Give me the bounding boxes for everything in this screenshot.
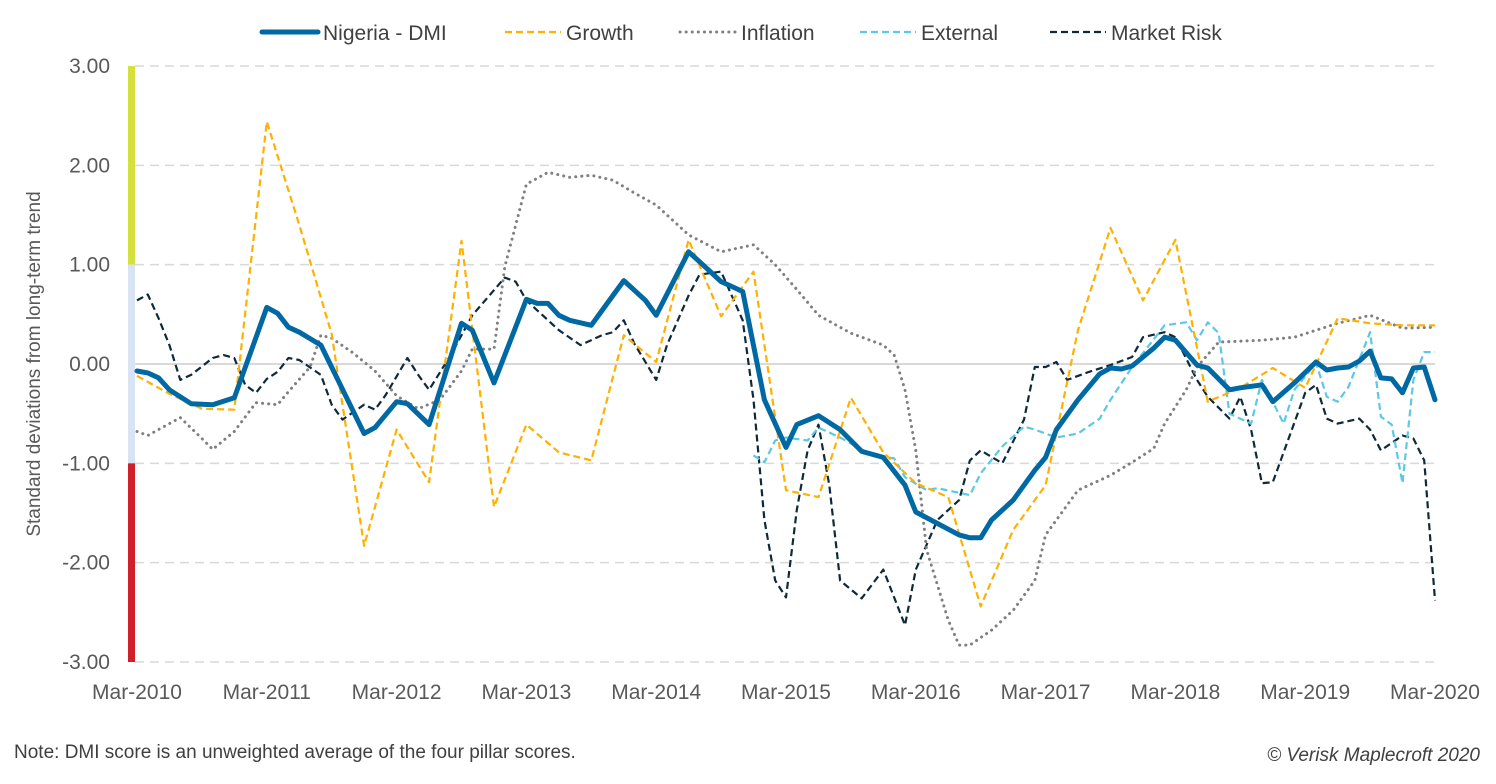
series-line-inflation — [135, 170, 1437, 647]
x-tick-label: Mar-2010 — [92, 681, 182, 704]
series-line-external — [752, 321, 1435, 497]
x-tick-label: Mar-2015 — [741, 681, 831, 704]
risk-band-2 — [128, 463, 135, 662]
x-tick-label: Mar-2019 — [1260, 681, 1350, 704]
legend-label: External — [921, 22, 998, 45]
footnote: Note: DMI score is an unweighted average… — [14, 742, 576, 763]
series-line-market-risk — [136, 270, 1437, 627]
legend-item: Nigeria - DMI — [259, 22, 447, 45]
legend-item: External — [860, 22, 998, 45]
series-line-nigeria-dmi — [134, 249, 1438, 541]
x-tick-label: Mar-2020 — [1390, 681, 1480, 704]
legend-item: Market Risk — [1050, 22, 1222, 45]
y-tick-label: 3.00 — [69, 55, 110, 78]
y-tick-label: -1.00 — [62, 452, 110, 475]
x-tick-label: Mar-2014 — [611, 681, 701, 704]
y-tick-label: 2.00 — [69, 154, 110, 177]
legend-label: Growth — [566, 22, 634, 45]
series-lines — [134, 120, 1438, 647]
x-tick-label: Mar-2012 — [352, 681, 442, 704]
legend-label: Nigeria - DMI — [323, 22, 447, 45]
legend-label: Inflation — [741, 22, 815, 45]
risk-band-1 — [128, 264, 135, 464]
y-axis-ticks: 3.00 2.00 1.00 0.00 -1.00 -2.00 -3.00 — [62, 55, 110, 674]
legend-item: Growth — [505, 22, 634, 45]
x-tick-label: Mar-2017 — [1001, 681, 1091, 704]
risk-band-0 — [128, 66, 135, 265]
legend: Nigeria - DMI Growth Inflation External Mark… — [259, 22, 1222, 45]
y-tick-label: 0.00 — [69, 353, 110, 376]
x-axis-ticks: Mar-2010 Mar-2011 Mar-2012 Mar-2013 Mar-2014… — [92, 681, 1480, 704]
x-tick-label: Mar-2013 — [481, 681, 571, 704]
x-tick-label: Mar-2018 — [1130, 681, 1220, 704]
legend-item: Inflation — [678, 22, 815, 45]
copyright: © Verisk Maplecroft 2020 — [1267, 745, 1480, 766]
x-tick-label: Mar-2011 — [223, 681, 311, 704]
series-line-growth — [136, 120, 1435, 608]
y-tick-label: -3.00 — [62, 651, 110, 674]
y-tick-label: -2.00 — [62, 552, 110, 575]
x-tick-label: Mar-2016 — [871, 681, 961, 704]
legend-label: Market Risk — [1111, 22, 1222, 45]
y-axis-label: Standard deviations from long-term trend — [24, 191, 45, 536]
y-tick-label: 1.00 — [69, 254, 110, 277]
risk-band-bar — [128, 66, 135, 662]
